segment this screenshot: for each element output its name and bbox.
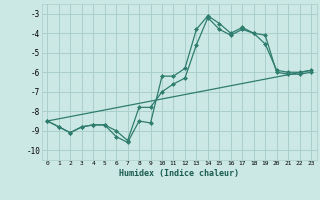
X-axis label: Humidex (Indice chaleur): Humidex (Indice chaleur) — [119, 169, 239, 178]
